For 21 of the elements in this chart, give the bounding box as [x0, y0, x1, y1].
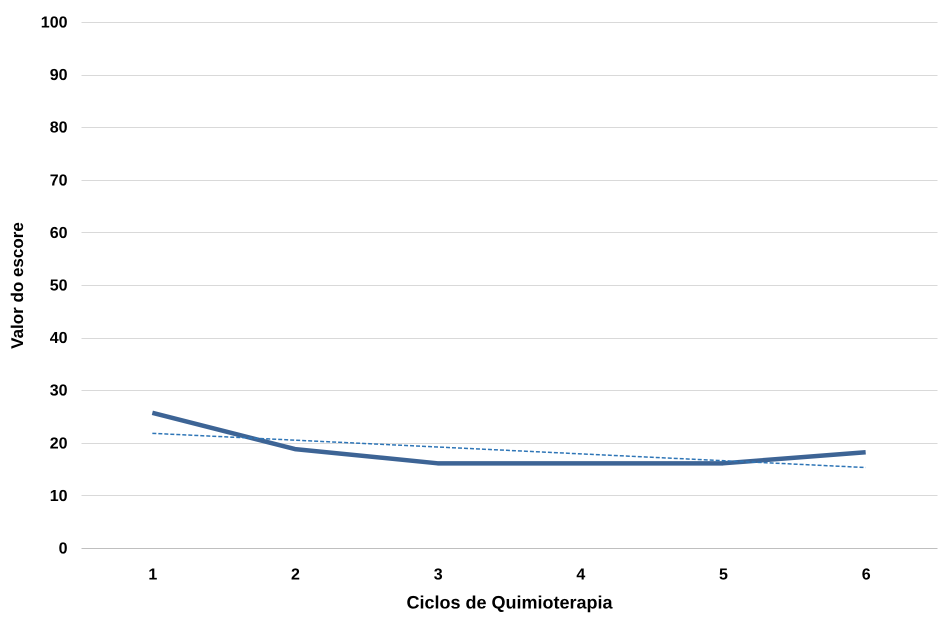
y-tick-label: 40 — [50, 330, 68, 348]
y-tick-label: 0 — [58, 540, 68, 558]
x-tick-label: 5 — [719, 566, 728, 584]
y-tick-label: 70 — [50, 172, 68, 190]
y-tick-label: 50 — [50, 278, 68, 294]
y-tick-label: 30 — [50, 382, 68, 400]
x-tick-label: 1 — [148, 566, 158, 584]
x-axis-title: Ciclos de Quimioterapia — [406, 592, 614, 612]
y-tick-label: 20 — [50, 435, 68, 452]
y-tick-label: 80 — [50, 120, 68, 137]
y-axis-title: Valor do escore — [8, 222, 27, 349]
y-tick-label: 60 — [50, 224, 68, 242]
y-tick-label: 10 — [50, 488, 68, 505]
x-tick-label: 4 — [576, 566, 586, 584]
x-tick-label: 3 — [434, 566, 443, 584]
y-tick-label: 100 — [40, 14, 68, 32]
x-tick-label: 6 — [862, 566, 871, 584]
line-series — [152, 432, 866, 468]
x-tick-label: 2 — [291, 566, 300, 584]
line-series — [150, 410, 868, 466]
y-tick-label: 90 — [50, 67, 68, 84]
